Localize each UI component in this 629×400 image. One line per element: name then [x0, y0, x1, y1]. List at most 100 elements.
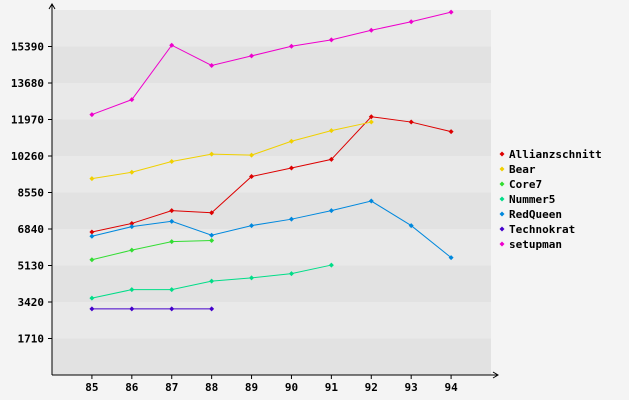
data-point [368, 198, 374, 204]
legend-label: Core7 [509, 178, 542, 191]
data-point [249, 223, 255, 229]
y-tick-label: 11970 [11, 114, 44, 127]
data-point [89, 176, 95, 182]
legend-item: Core7 [499, 178, 542, 191]
data-point [169, 159, 175, 165]
data-point [169, 287, 175, 293]
data-point [328, 262, 334, 268]
data-point [328, 128, 334, 134]
series-line [91, 11, 452, 116]
y-tick-label: 13680 [11, 77, 44, 90]
data-point [209, 210, 215, 216]
y-tick-label: 3420 [18, 296, 45, 309]
x-tick-label: 87 [165, 381, 178, 394]
series-technokrat [89, 306, 215, 312]
data-point [288, 216, 294, 222]
x-tick-label: 93 [405, 381, 418, 394]
series-bear [89, 119, 374, 182]
data-point [328, 37, 334, 43]
data-point [89, 257, 95, 263]
series-line [91, 200, 452, 258]
grid-bands [52, 10, 491, 375]
data-point [249, 152, 255, 158]
data-point [408, 223, 414, 229]
legend-marker [499, 241, 505, 247]
x-tick-label: 85 [85, 381, 98, 394]
data-point [89, 233, 95, 239]
x-tick-label: 88 [205, 381, 218, 394]
series-setupman [89, 9, 454, 118]
grid-band [52, 192, 491, 229]
series-line [91, 240, 212, 261]
grid-band [52, 10, 491, 47]
series-core7 [89, 238, 215, 263]
data-point [169, 218, 175, 224]
y-tick-label: 5130 [18, 260, 45, 273]
legend-item: RedQueen [499, 208, 562, 221]
data-point [129, 306, 135, 312]
x-axis-arrow [492, 371, 499, 379]
x-axis-ticks: 85 86 87 88 89 90 91 92 93 94 [85, 375, 458, 394]
legend-item: Nummer5 [499, 193, 555, 206]
data-point [169, 306, 175, 312]
data-point [328, 156, 334, 162]
data-point [169, 239, 175, 245]
grid-band [52, 338, 491, 375]
x-tick-label: 94 [444, 381, 458, 394]
data-point [129, 97, 135, 103]
x-tick-label: 92 [365, 381, 378, 394]
data-point [288, 43, 294, 49]
axes [48, 3, 499, 379]
grid-band [52, 83, 491, 120]
data-point [169, 208, 175, 214]
data-point [209, 151, 215, 157]
data-point [169, 42, 175, 48]
data-point [249, 53, 255, 59]
data-point [288, 165, 294, 171]
y-axis-ticks: 1710 3420 5130 6840 8550 10260 11970 13680 15390 [11, 41, 52, 346]
data-point [249, 275, 255, 281]
legend-marker [499, 226, 505, 232]
data-point [408, 119, 414, 125]
data-point [209, 232, 215, 238]
data-point [448, 9, 454, 15]
data-point [89, 112, 95, 118]
legend: Allianzschnitt Bear Core7 Nummer5 RedQueen Te… [499, 148, 602, 251]
data-point [368, 114, 374, 120]
data-point [288, 271, 294, 277]
legend-marker [499, 196, 505, 202]
data-point [368, 27, 374, 33]
legend-marker [499, 166, 505, 172]
legend-marker [499, 151, 505, 157]
grid-band [52, 265, 491, 302]
data-point [129, 224, 135, 230]
legend-item: Bear [499, 163, 536, 176]
series-nummer5 [89, 262, 334, 301]
x-tick-label: 91 [325, 381, 339, 394]
y-tick-label: 10260 [11, 150, 44, 163]
legend-label: setupman [509, 238, 562, 251]
data-point [129, 287, 135, 293]
legend-label: Allianzschnitt [509, 148, 602, 161]
series-layer [89, 9, 454, 312]
legend-marker [499, 181, 505, 187]
grid-band [52, 229, 491, 266]
data-point [288, 138, 294, 144]
data-point [129, 220, 135, 226]
x-tick-label: 89 [245, 381, 258, 394]
data-point [448, 255, 454, 261]
series-redqueen [89, 198, 454, 261]
data-point [448, 129, 454, 135]
legend-item: setupman [499, 238, 562, 251]
data-point [249, 173, 255, 179]
legend-label: RedQueen [509, 208, 562, 221]
y-tick-label: 15390 [11, 41, 44, 54]
data-point [209, 306, 215, 312]
data-point [209, 278, 215, 284]
legend-marker [499, 211, 505, 217]
data-point [129, 247, 135, 253]
series-line [91, 116, 452, 233]
x-tick-label: 90 [285, 381, 298, 394]
y-axis-arrow [48, 3, 56, 10]
y-tick-label: 6840 [18, 223, 45, 236]
